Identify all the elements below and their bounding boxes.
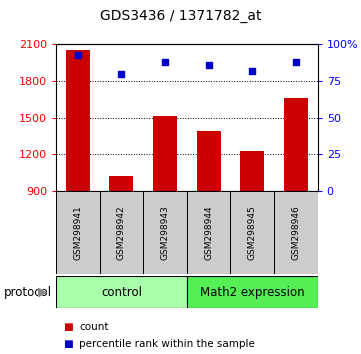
Bar: [187, 276, 318, 308]
Bar: [284, 97, 308, 191]
Point: [75, 52, 81, 57]
Text: ■: ■: [63, 322, 73, 332]
Bar: [100, 191, 143, 274]
Text: ■: ■: [63, 339, 73, 349]
Bar: [56, 276, 187, 308]
Point: [249, 68, 255, 74]
Bar: [274, 191, 318, 274]
Bar: [240, 152, 264, 191]
Text: GSM298942: GSM298942: [117, 205, 126, 260]
Text: GDS3436 / 1371782_at: GDS3436 / 1371782_at: [100, 9, 261, 23]
Point: [118, 71, 124, 76]
Text: protocol: protocol: [4, 286, 52, 298]
Point: [206, 62, 212, 68]
Text: Math2 expression: Math2 expression: [200, 286, 305, 298]
Text: count: count: [79, 322, 109, 332]
Bar: [153, 116, 177, 191]
Text: control: control: [101, 286, 142, 298]
Bar: [56, 191, 100, 274]
Text: GSM298946: GSM298946: [291, 205, 300, 260]
Text: GSM298945: GSM298945: [248, 205, 257, 260]
Bar: [230, 191, 274, 274]
Text: GSM298941: GSM298941: [73, 205, 82, 260]
Point: [293, 59, 299, 65]
Bar: [66, 50, 90, 191]
Bar: [197, 131, 221, 191]
Point: [162, 59, 168, 65]
Bar: [187, 191, 230, 274]
Bar: [109, 176, 133, 191]
Text: GSM298944: GSM298944: [204, 205, 213, 260]
Text: GSM298943: GSM298943: [161, 205, 170, 260]
Text: ▶: ▶: [38, 286, 47, 298]
Bar: [143, 191, 187, 274]
Text: percentile rank within the sample: percentile rank within the sample: [79, 339, 255, 349]
